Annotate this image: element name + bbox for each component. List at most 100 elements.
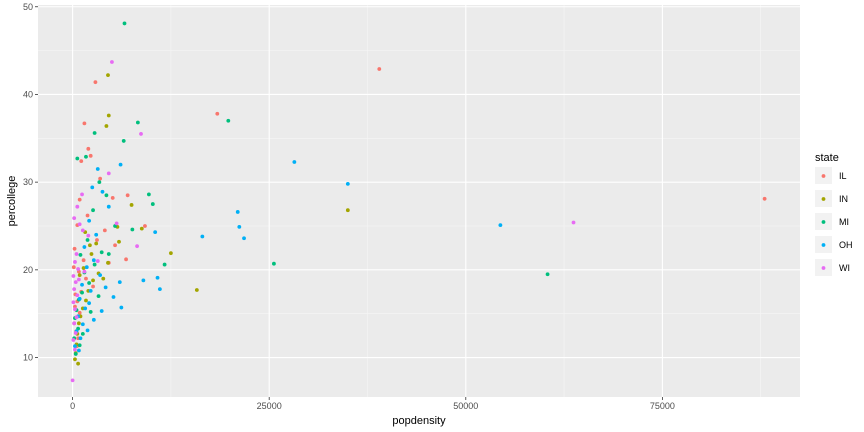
data-point-in [117, 239, 121, 244]
data-point-oh [106, 204, 111, 209]
data-point-oh [155, 275, 160, 280]
data-point-in [194, 288, 199, 292]
data-point-mi [78, 253, 83, 257]
data-point-oh [242, 236, 246, 241]
data-point-mi [85, 238, 90, 242]
data-point-in [106, 73, 110, 78]
data-point-mi [545, 272, 550, 277]
data-point-wi [71, 338, 76, 342]
data-point-il [143, 224, 147, 228]
data-point-oh [119, 305, 124, 310]
data-point-oh [118, 162, 123, 167]
data-point-il [377, 67, 382, 71]
y-tick-label: 30 [23, 177, 33, 187]
data-point-wi [95, 259, 100, 263]
data-point-oh [85, 328, 90, 333]
data-point-oh [94, 232, 99, 237]
data-point-oh [88, 288, 93, 293]
data-point-mi [84, 154, 88, 159]
minor-gridlines [38, 5, 800, 397]
data-point-oh [100, 189, 105, 194]
y-axis-ticks: 10 20 30 40 50 [23, 2, 38, 363]
y-tick-label: 20 [23, 265, 33, 275]
x-axis-ticks: 0 25000 50000 75000 [70, 397, 675, 411]
data-point-il [102, 228, 107, 233]
data-point-oh [90, 185, 95, 190]
data-point-mi [99, 250, 104, 255]
data-point-mi [226, 118, 231, 123]
y-tick-label: 40 [23, 89, 33, 99]
data-point-in [106, 260, 110, 265]
data-point-wi [82, 269, 87, 274]
x-axis-title: popdensity [392, 415, 446, 427]
data-point-mi [92, 131, 97, 135]
data-point-oh [498, 223, 503, 228]
x-tick-label: 0 [70, 401, 75, 411]
data-point-in [106, 113, 111, 118]
data-point-mi [146, 192, 151, 197]
data-point-wi [71, 274, 76, 278]
data-point-in [88, 243, 92, 248]
data-point-il [113, 243, 117, 248]
data-point-wi [72, 321, 77, 326]
legend-label-il: IL [839, 171, 847, 181]
data-point-wi [75, 204, 80, 209]
data-point-il [73, 304, 77, 309]
data-point-il [84, 276, 88, 281]
data-point-mi [130, 227, 135, 232]
data-point-il [215, 111, 220, 116]
data-point-oh [77, 296, 82, 301]
data-point-il [79, 159, 84, 163]
data-point-oh [237, 224, 242, 229]
data-point-oh [80, 322, 85, 327]
data-point-wi [106, 171, 111, 176]
data-point-mi [106, 252, 111, 256]
data-point-oh [91, 258, 96, 263]
major-gridlines [38, 5, 800, 397]
data-point-mi [92, 262, 97, 267]
legend-key-mi [821, 220, 826, 224]
data-point-mi [272, 261, 276, 266]
data-point-oh [200, 234, 205, 239]
data-point-in [139, 226, 144, 231]
data-point-wi [73, 280, 78, 285]
data-point-mi [135, 120, 140, 125]
data-point-wi [73, 347, 77, 352]
data-point-oh [84, 265, 89, 270]
data-point-in [76, 361, 81, 366]
data-point-il [93, 80, 98, 85]
panel-background [38, 5, 800, 397]
data-point-in [77, 273, 82, 278]
data-point-wi [73, 307, 77, 312]
data-point-mi [80, 290, 84, 295]
legend-label-mi: MI [839, 217, 849, 227]
data-point-mi [96, 294, 101, 299]
data-point-in [94, 241, 99, 246]
legend: state IL IN MI OH WI [815, 152, 853, 276]
legend-keys: IL IN MI OH WI [815, 167, 853, 276]
data-point-mi [162, 262, 167, 267]
data-point-il [98, 176, 103, 181]
data-point-wi [77, 222, 82, 227]
data-point-il [762, 196, 767, 201]
y-tick-label: 10 [23, 353, 33, 363]
data-point-wi [72, 216, 77, 221]
data-point-oh [103, 285, 108, 290]
legend-label-oh: OH [839, 240, 853, 250]
legend-label-wi: WI [839, 263, 850, 273]
data-point-oh [292, 160, 297, 164]
data-point-in [91, 278, 95, 283]
data-point-il [91, 284, 95, 289]
data-point-wi [73, 331, 78, 335]
data-point-oh [87, 218, 92, 223]
legend-label-in: IN [839, 194, 848, 204]
data-point-oh [345, 181, 350, 186]
data-point-oh [73, 344, 77, 349]
data-point-il [82, 121, 87, 126]
data-point-il [110, 196, 115, 200]
data-point-wi [71, 300, 76, 305]
data-point-wi [73, 260, 77, 264]
data-point-wi [135, 244, 139, 249]
data-point-wi [76, 267, 81, 271]
